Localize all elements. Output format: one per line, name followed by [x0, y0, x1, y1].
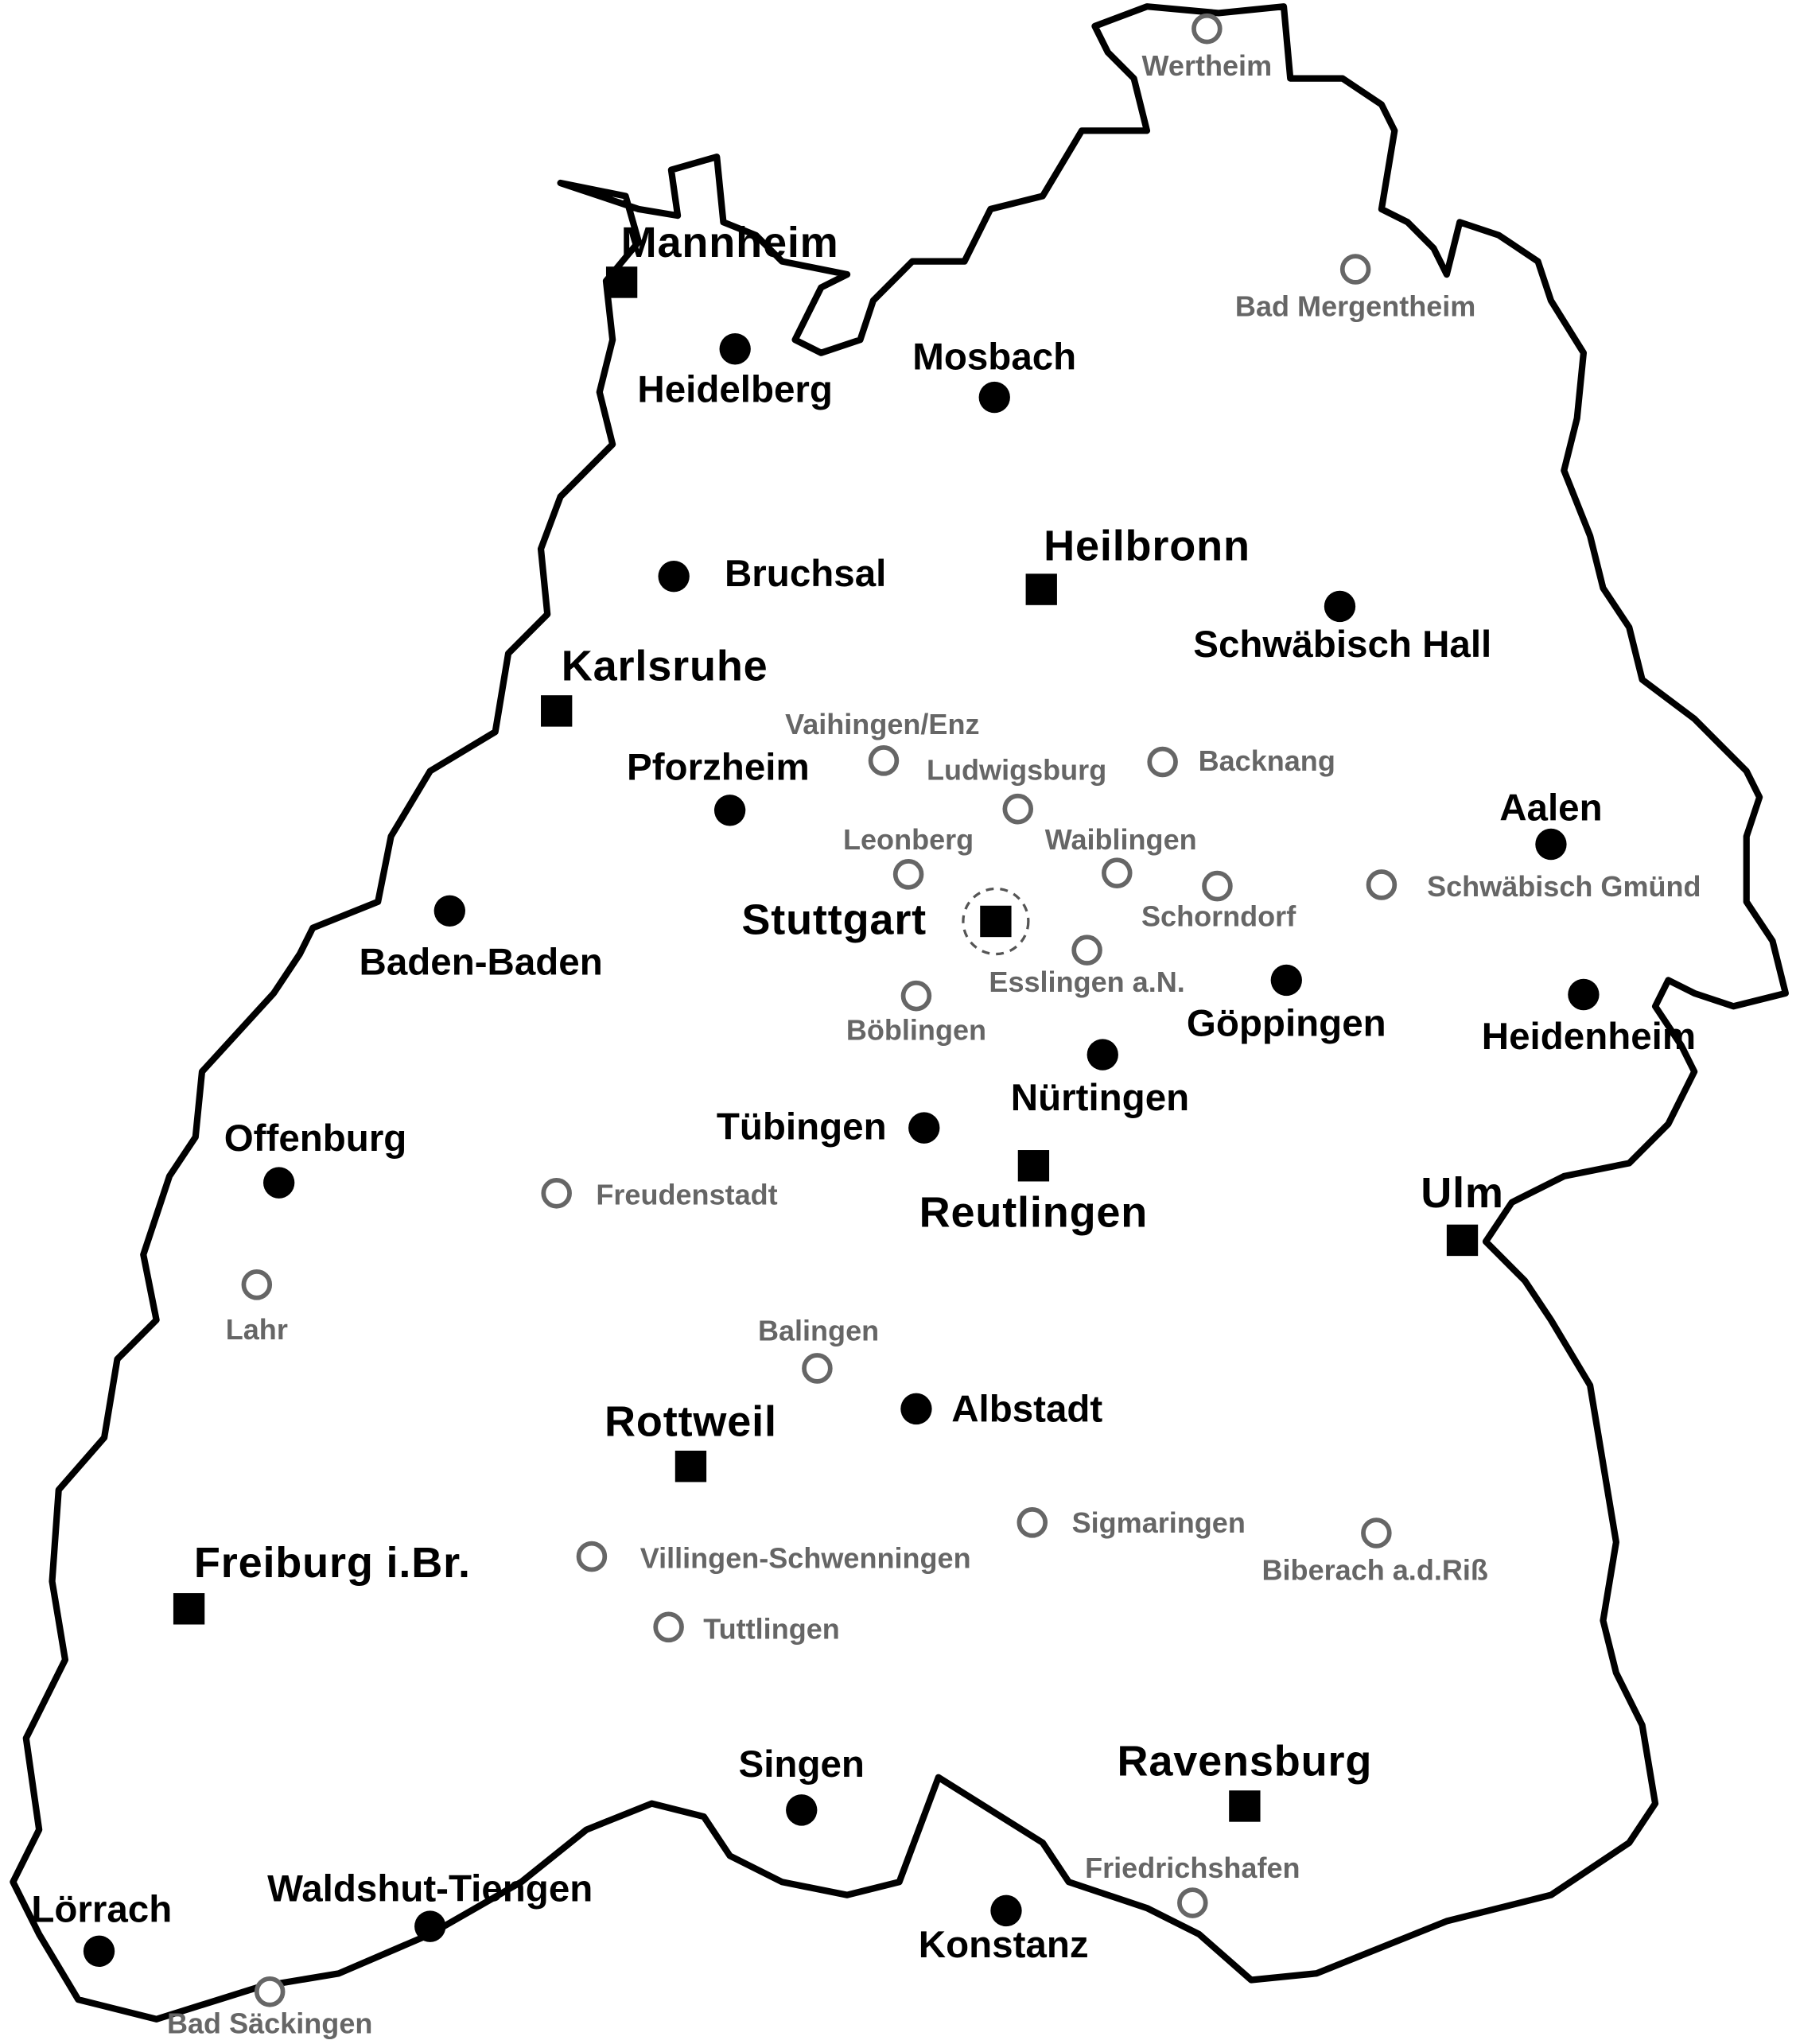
city-label-esslingen-a-n: Esslingen a.N.: [989, 966, 1184, 998]
city-label-vaihingen-enz: Vaihingen/Enz: [785, 708, 979, 740]
city-dot-icon: [908, 1112, 940, 1144]
city-label-lahr: Lahr: [226, 1313, 288, 1346]
city-label-baden-baden: Baden-Baden: [360, 941, 603, 983]
city-label-freudenstadt: Freudenstadt: [596, 1179, 777, 1211]
city-label-heidelberg: Heidelberg: [637, 368, 833, 410]
city-label-ravensburg: Ravensburg: [1118, 1738, 1373, 1786]
city-label-stuttgart: Stuttgart: [741, 896, 927, 943]
city-label-bad-sackingen: Bad Säckingen: [167, 2007, 372, 2039]
town-ring-icon: [802, 1353, 833, 1384]
town-ring-icon: [1147, 746, 1178, 778]
city-dot-icon: [658, 560, 690, 593]
city-square-icon: [1017, 1150, 1050, 1182]
town-ring-icon: [1202, 870, 1233, 902]
town-ring-icon: [1017, 1507, 1048, 1538]
city-label-villingen-schwenningen: Villingen-Schwenningen: [640, 1542, 971, 1575]
city-label-rottweil: Rottweil: [604, 1397, 777, 1445]
city-label-balingen: Balingen: [758, 1315, 879, 1347]
city-square-icon: [541, 695, 573, 727]
city-label-schwabisch-gmund: Schwäbisch Gmünd: [1427, 870, 1701, 903]
town-ring-icon: [541, 1177, 572, 1209]
city-label-schwabisch-hall: Schwäbisch Hall: [1193, 624, 1491, 666]
city-label-ludwigsburg: Ludwigsburg: [927, 754, 1106, 787]
city-dot-icon: [1324, 590, 1356, 623]
city-square-icon: [1229, 1790, 1261, 1822]
city-label-albstadt: Albstadt: [951, 1388, 1102, 1430]
city-label-bad-mergentheim: Bad Mergentheim: [1235, 290, 1475, 322]
city-square-icon: [173, 1593, 205, 1625]
city-label-pforzheim: Pforzheim: [627, 746, 810, 788]
town-ring-icon: [892, 859, 924, 890]
city-label-friedrichshafen: Friedrichshafen: [1085, 1852, 1300, 1884]
city-label-mannheim: Mannheim: [621, 219, 839, 266]
city-label-karlsruhe: Karlsruhe: [562, 643, 768, 690]
town-ring-icon: [241, 1269, 273, 1300]
city-square-icon: [1025, 573, 1057, 605]
city-label-sigmaringen: Sigmaringen: [1072, 1506, 1246, 1539]
city-label-konstanz: Konstanz: [919, 1924, 1089, 1966]
city-dot-icon: [1087, 1039, 1118, 1071]
city-dot-icon: [786, 1794, 818, 1826]
city-dot-icon: [1270, 964, 1302, 997]
city-label-nurtingen: Nürtingen: [1011, 1077, 1189, 1119]
city-label-heidenheim: Heidenheim: [1482, 1016, 1696, 1058]
city-label-aalen: Aalen: [1499, 787, 1602, 829]
town-ring-icon: [1361, 1517, 1392, 1549]
city-label-mosbach: Mosbach: [912, 336, 1076, 378]
city-dot-icon: [433, 895, 465, 927]
city-square-icon: [605, 266, 638, 298]
city-label-backnang: Backnang: [1199, 744, 1335, 777]
city-square-icon: [980, 905, 1012, 938]
town-ring-icon: [653, 1611, 684, 1643]
city-label-lorrach: Lörrach: [31, 1889, 172, 1931]
city-dot-icon: [414, 1910, 446, 1942]
city-label-ulm: Ulm: [1421, 1169, 1504, 1217]
city-label-schorndorf: Schorndorf: [1141, 900, 1296, 933]
city-label-tubingen: Tübingen: [717, 1106, 887, 1148]
town-ring-icon: [1366, 869, 1398, 900]
city-dot-icon: [262, 1167, 295, 1199]
town-ring-icon: [1002, 793, 1034, 825]
city-label-biberach-a-d-ri: Biberach a.d.Riß: [1262, 1553, 1488, 1586]
city-dot-icon: [713, 795, 746, 826]
town-ring-icon: [1102, 857, 1133, 888]
town-ring-icon: [576, 1541, 608, 1572]
city-label-reutlingen: Reutlingen: [919, 1188, 1149, 1236]
city-square-icon: [1446, 1224, 1479, 1257]
capital-ring-icon: [962, 887, 1030, 956]
city-dot-icon: [1535, 828, 1567, 861]
city-markers: [83, 13, 1600, 2007]
city-label-heilbronn: Heilbronn: [1044, 522, 1250, 569]
city-dot-icon: [978, 381, 1010, 414]
city-dot-icon: [1568, 978, 1600, 1011]
city-labels: Mannheim Heilbronn Karlsruhe Stuttgart Reutl…: [31, 49, 1701, 2040]
city-label-waldshut-tiengen: Waldshut-Tiengen: [267, 1867, 593, 1910]
city-label-wertheim: Wertheim: [1142, 49, 1273, 82]
town-ring-icon: [900, 980, 932, 1012]
city-dot-icon: [900, 1393, 932, 1425]
city-label-offenburg: Offenburg: [224, 1117, 407, 1160]
city-label-freiburg-i-br: Freiburg i.Br.: [194, 1539, 471, 1587]
town-ring-icon: [1192, 13, 1223, 45]
city-label-leonberg: Leonberg: [843, 823, 974, 856]
city-label-tuttlingen: Tuttlingen: [703, 1612, 839, 1645]
city-label-bruchsal: Bruchsal: [725, 553, 886, 595]
town-ring-icon: [868, 745, 900, 776]
town-ring-icon: [254, 1976, 286, 2007]
city-label-goppingen: Göppingen: [1187, 1002, 1386, 1044]
city-dot-icon: [719, 333, 751, 365]
state-border: [10, 3, 1789, 2023]
city-dot-icon: [83, 1935, 115, 1968]
town-ring-icon: [1339, 254, 1371, 285]
town-ring-icon: [1177, 1887, 1208, 1918]
city-label-boblingen: Böblingen: [846, 1014, 986, 1047]
city-label-singen: Singen: [739, 1743, 865, 1786]
city-label-waiblingen: Waiblingen: [1045, 823, 1197, 856]
city-dot-icon: [990, 1894, 1022, 1927]
city-square-icon: [674, 1450, 707, 1482]
town-ring-icon: [1071, 935, 1102, 966]
